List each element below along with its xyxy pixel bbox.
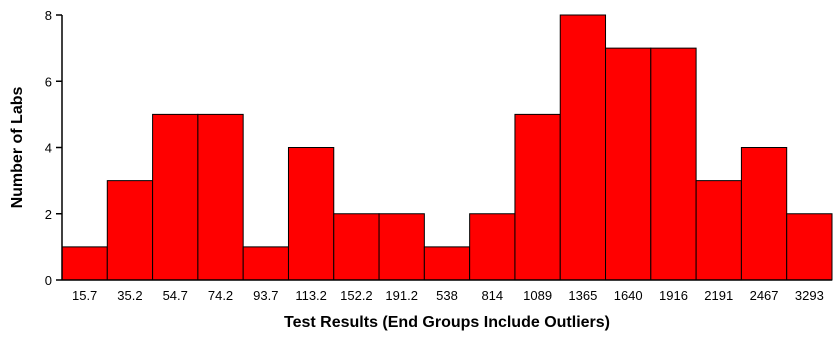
x-ticks: 15.7 35.2 54.7 74.2 93.7 113.2 152.2 191.2 538 81…: [72, 288, 824, 303]
y-ticks: 0 2 4 6 8: [45, 8, 62, 288]
x-tick-label: 54.7: [163, 288, 188, 303]
x-tick-label: 93.7: [253, 288, 278, 303]
bar-538: [423, 246, 471, 281]
bar-2467: [740, 147, 788, 281]
bars-layer: [61, 14, 833, 281]
y-tick-label: 6: [45, 74, 52, 89]
bar-1089: [514, 113, 561, 281]
bar-15.7: [61, 246, 108, 281]
bar-54.7: [152, 113, 199, 281]
x-tick-label: 74.2: [208, 288, 233, 303]
x-axis-title: Test Results (End Groups Include Outlier…: [284, 314, 610, 331]
x-tick-label: 1365: [568, 288, 597, 303]
bar-93.7: [242, 246, 289, 281]
y-tick-label: 2: [45, 207, 52, 222]
x-tick-label: 191.2: [385, 288, 418, 303]
bar-1916: [650, 47, 697, 281]
x-tick-label: 1089: [523, 288, 552, 303]
bar-35.2: [106, 180, 154, 281]
x-tick-label: 1640: [614, 288, 643, 303]
bar-1365: [559, 14, 607, 281]
x-tick-label: 2467: [750, 288, 779, 303]
bar-1640: [605, 47, 652, 281]
x-tick-label: 3293: [795, 288, 824, 303]
x-tick-label: 15.7: [72, 288, 97, 303]
bar-814: [469, 213, 516, 281]
x-tick-label: 814: [481, 288, 503, 303]
y-axis-title: Number of Labs: [9, 87, 26, 209]
y-tick-label: 0: [45, 273, 52, 288]
x-tick-label: 113.2: [295, 288, 327, 303]
bar-3293: [786, 213, 833, 281]
bar-152.2: [333, 213, 380, 281]
x-tick-label: 538: [436, 288, 458, 303]
bar-113.2: [287, 147, 335, 281]
bar-74.2: [197, 113, 244, 281]
y-tick-label: 4: [45, 141, 52, 156]
x-tick-label: 2191: [704, 288, 733, 303]
x-tick-label: 152.2: [340, 288, 373, 303]
bar-2191: [695, 180, 742, 281]
x-tick-label: 1916: [659, 288, 688, 303]
bar-191.2: [378, 213, 425, 281]
y-tick-label: 8: [45, 8, 52, 23]
x-tick-label: 35.2: [117, 288, 142, 303]
